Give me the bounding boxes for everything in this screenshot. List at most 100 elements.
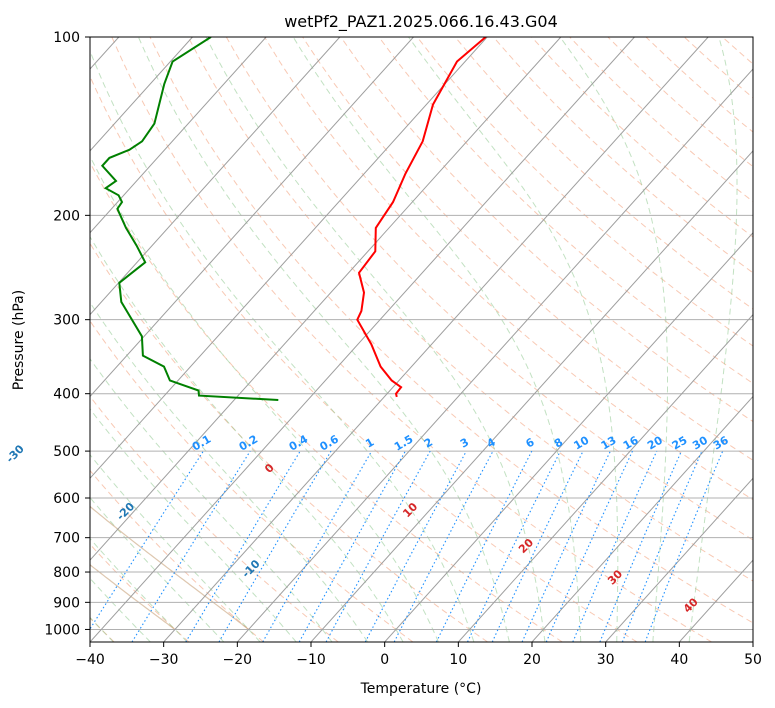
- x-axis-label: Temperature (°C): [360, 681, 482, 697]
- moist-adiabat: [137, 37, 510, 642]
- x-tick-label: 10: [449, 652, 467, 668]
- dry-adiabat: [454, 37, 753, 310]
- dewpoint-profile-line: [100, 37, 279, 401]
- dry-adiabat: [378, 37, 753, 385]
- moist-adiabat: [90, 301, 369, 642]
- moist-adiabat-label: 40: [681, 595, 701, 615]
- mixing-ratio-label: 10: [571, 433, 591, 452]
- mixing-ratio-line: [435, 450, 533, 642]
- moist-adiabat: [90, 49, 475, 642]
- reference-line-labels: 0.10.20.40.611.52346810131620253036-100-…: [4, 432, 732, 615]
- mixing-ratio-label: 0.1: [190, 433, 213, 454]
- mixing-ratio-label: 16: [621, 433, 641, 452]
- mixing-ratio-line: [572, 450, 658, 642]
- isotherm-line: [90, 37, 488, 480]
- mixing-ratio-line: [545, 450, 633, 642]
- y-tick-label: 100: [53, 30, 80, 46]
- y-axis: 100 200 300 400 500 600 700 800 900 1000: [44, 30, 90, 638]
- x-tick-label: −40: [75, 652, 105, 668]
- x-tick-label: 50: [744, 652, 762, 668]
- chart-title: wetPf2_PAZ1.2025.066.16.43.G04: [284, 12, 558, 32]
- mixing-ratio-line: [491, 450, 584, 642]
- dry-adiabat: [90, 161, 563, 642]
- dry-adiabat: [90, 242, 488, 642]
- isotherm-line: [90, 37, 414, 398]
- dry-adiabat: [761, 37, 775, 642]
- y-tick-label: 600: [53, 491, 80, 507]
- moist-adiabat: [90, 537, 188, 642]
- isotherm-line: [90, 37, 267, 234]
- x-tick-label: −20: [223, 652, 253, 668]
- x-tick-label: 20: [523, 652, 541, 668]
- mixing-ratio-line: [185, 450, 301, 642]
- dry-adiabat: [225, 37, 753, 541]
- moist-adiabat: [292, 37, 582, 642]
- dry-adiabat: [90, 395, 339, 642]
- y-tick-label: 900: [53, 595, 80, 611]
- mixing-ratio-line: [644, 450, 724, 642]
- isotherm-line: [457, 313, 753, 642]
- mixing-ratio-line: [325, 450, 431, 642]
- y-tick-label: 200: [53, 208, 80, 224]
- y-tick-label: 700: [53, 531, 80, 547]
- dry-adiabat: [90, 469, 264, 642]
- x-tick-label: 0: [380, 652, 389, 668]
- moist-adiabat-label: 30: [605, 567, 625, 587]
- mixing-ratio-label: 1.5: [392, 433, 415, 454]
- x-tick-label: 30: [597, 652, 615, 668]
- moist-adiabat: [688, 37, 738, 642]
- isotherm-line: [384, 231, 753, 642]
- moist-adiabat: [407, 37, 619, 642]
- isotherm-line: [90, 37, 341, 316]
- isotherm-line: [90, 37, 562, 561]
- y-tick-label: 400: [53, 387, 80, 403]
- moist-adiabat-label: 20: [516, 536, 536, 556]
- isotherm-line: [236, 68, 753, 642]
- mixing-ratio-line: [467, 450, 561, 642]
- moist-adiabat: [559, 37, 668, 642]
- dry-adiabat: [607, 37, 753, 168]
- x-tick-label: −10: [296, 652, 326, 668]
- dry-adiabat-label: -20: [114, 500, 137, 523]
- dry-adiabat-label: -30: [4, 442, 27, 465]
- mixing-ratio-line: [298, 450, 406, 642]
- mixing-ratio-line: [364, 450, 467, 642]
- mixing-ratio-label: 2: [422, 436, 435, 451]
- dry-adiabat: [416, 37, 753, 347]
- mixing-ratio-label: 6: [523, 435, 536, 450]
- dry-adiabat: [90, 543, 190, 642]
- moist-adiabat: [90, 358, 333, 642]
- temperature-profile-line: [356, 37, 487, 398]
- profile-lines: [100, 37, 487, 401]
- x-axis: −40 −30 −20 −10 0 10 20 30 40 50: [75, 642, 762, 668]
- y-axis-label: Pressure (hPa): [11, 290, 27, 390]
- moist-adiabat: [90, 408, 297, 642]
- mixing-ratio-line: [599, 450, 682, 642]
- moist-adiabat: [90, 453, 261, 642]
- isotherm-line: [90, 37, 635, 642]
- isotherm-line: [163, 37, 709, 642]
- plot-frame: [89, 36, 754, 643]
- isotherm-line: [90, 37, 193, 152]
- isotherm-line: [752, 641, 753, 642]
- moist-adiabat: [90, 235, 404, 642]
- mixing-ratio-label: 0.6: [318, 432, 342, 453]
- background-lines: [90, 37, 775, 642]
- dry-adiabat: [149, 37, 753, 624]
- mixing-ratio-label: 4: [485, 435, 498, 450]
- moist-adiabat: [90, 155, 439, 642]
- x-tick-label: 40: [670, 652, 688, 668]
- theta-e-line: [90, 564, 176, 630]
- moist-adiabat: [90, 496, 225, 642]
- theta-e-line: [90, 505, 249, 630]
- moist-adiabat-label: 10: [400, 500, 420, 520]
- mixing-ratio-label: 3: [458, 436, 471, 451]
- moist-adiabat: [205, 37, 546, 642]
- dry-adiabat: [493, 37, 753, 274]
- mixing-ratio-line: [621, 450, 703, 642]
- mixing-ratio-label: 20: [645, 433, 665, 452]
- y-tick-label: 800: [53, 565, 80, 581]
- mixing-ratio-line: [90, 450, 204, 630]
